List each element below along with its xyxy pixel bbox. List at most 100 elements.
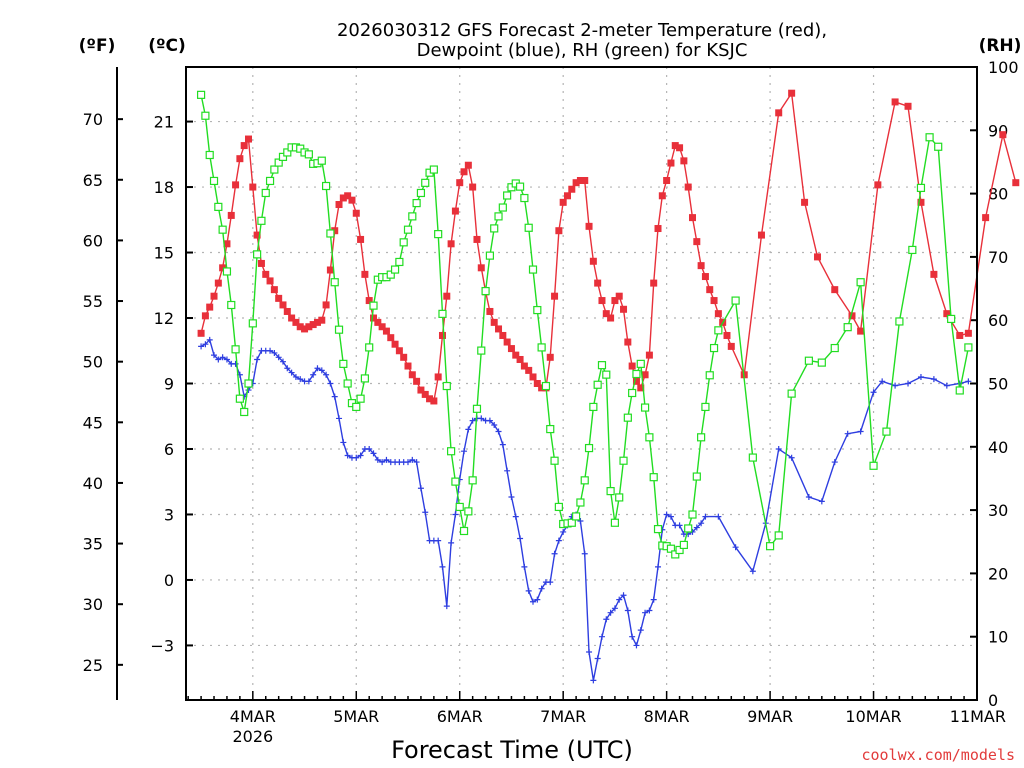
series-line xyxy=(200,91,1017,403)
temperature-marker xyxy=(611,297,619,305)
temperature-marker xyxy=(210,292,218,300)
dewpoint-marker xyxy=(611,605,618,612)
temperature-marker xyxy=(525,366,533,374)
rh-marker xyxy=(360,374,369,383)
dewpoint-marker xyxy=(340,439,347,446)
dewpoint-marker xyxy=(232,360,239,367)
dewpoint-marker xyxy=(448,539,455,546)
temperature-marker xyxy=(365,297,373,305)
temperature-marker xyxy=(357,235,365,243)
rh-marker xyxy=(485,251,494,260)
dewpoint-marker xyxy=(857,428,864,435)
temperature-marker xyxy=(831,286,839,294)
temperature-marker xyxy=(503,338,511,346)
temperature-marker xyxy=(305,323,313,331)
dewpoint-marker xyxy=(323,371,330,378)
temperature-marker xyxy=(663,177,671,185)
dewpoint-marker xyxy=(254,356,261,363)
rh-marker xyxy=(748,453,757,462)
temperature-marker xyxy=(848,312,856,320)
temperature-marker xyxy=(257,259,265,267)
temperature-marker xyxy=(469,183,477,191)
temperature-marker xyxy=(473,235,481,243)
rh-marker xyxy=(645,433,654,442)
dewpoint-marker xyxy=(305,378,312,385)
temperature-marker xyxy=(495,325,503,333)
temperature-marker xyxy=(628,362,636,370)
temperature-marker xyxy=(313,318,321,326)
rh-marker xyxy=(352,402,361,412)
rh-marker xyxy=(434,230,443,239)
dewpoint-marker xyxy=(512,513,519,520)
celsius-tick-label: 0 xyxy=(164,571,174,590)
rh-marker xyxy=(934,142,943,151)
temperature-marker xyxy=(684,183,692,191)
temperature-marker xyxy=(637,384,645,392)
rh-marker xyxy=(416,188,426,198)
rh-marker xyxy=(593,380,602,389)
temperature-marker xyxy=(301,325,309,333)
celsius-tick-label: 6 xyxy=(164,440,174,459)
dewpoint-marker xyxy=(422,509,429,516)
fahrenheit-axis: 25 30 35 40 45 50 55 60 65 70 xyxy=(83,67,123,700)
dewpoint-marker xyxy=(646,607,653,614)
rh-marker xyxy=(235,394,244,403)
dewpoint-marker xyxy=(586,648,593,655)
dewpoint-marker xyxy=(650,596,657,603)
temperature-marker xyxy=(814,253,822,261)
rh-marker xyxy=(477,346,486,355)
x-axis-label: Forecast Time (UTC) xyxy=(391,736,633,764)
rh-marker xyxy=(580,476,589,485)
temperature-marker xyxy=(632,377,640,385)
temperature-marker xyxy=(262,270,270,278)
rh-marker xyxy=(278,152,288,161)
temperature-marker xyxy=(413,377,421,385)
rh-marker xyxy=(632,369,641,379)
temperature-marker xyxy=(615,292,623,300)
series-rh xyxy=(196,90,973,559)
title-line-1: 2026030312 GFS Forecast 2-meter Temperat… xyxy=(337,20,827,41)
rh-marker xyxy=(671,550,680,559)
dewpoint-marker xyxy=(538,585,545,592)
celsius-axis: −3 0 3 6 9 12 15 18 21 xyxy=(150,113,193,655)
rh-marker xyxy=(714,326,723,335)
dewpoint-marker xyxy=(805,494,812,501)
dewpoint-marker xyxy=(642,609,649,616)
dewpoint-marker xyxy=(417,485,424,492)
dewpoint-marker xyxy=(435,537,442,544)
rh-marker xyxy=(343,379,352,388)
rh-marker xyxy=(196,90,206,99)
dewpoint-marker xyxy=(413,459,420,466)
rh-marker xyxy=(317,156,326,165)
temperature-marker xyxy=(874,181,882,189)
temperature-marker xyxy=(400,353,408,361)
rh-marker xyxy=(701,402,710,412)
temperature-marker xyxy=(624,338,632,346)
rh-marker xyxy=(447,447,456,456)
dewpoint-marker xyxy=(702,513,709,520)
rh-marker xyxy=(684,524,693,533)
celsius-tick-label: 12 xyxy=(154,309,174,328)
rh-marker xyxy=(253,250,262,259)
dewpoint-marker xyxy=(749,568,756,575)
dewpoint-marker xyxy=(452,511,459,518)
temperature-marker xyxy=(943,310,951,318)
temperature-marker xyxy=(370,314,378,322)
fahrenheit-tick-label: 50 xyxy=(83,353,103,372)
series-line xyxy=(200,338,969,681)
temperature-marker xyxy=(378,323,386,331)
fahrenheit-tick-label: 70 xyxy=(83,110,103,129)
fahrenheit-tick-label: 45 xyxy=(83,413,103,432)
time-tick-label: 5MAR xyxy=(333,707,379,726)
rh-marker xyxy=(429,165,438,174)
dewpoint-marker xyxy=(775,445,782,452)
temperature-marker xyxy=(232,181,240,189)
fahrenheit-tick-label: 35 xyxy=(83,535,103,554)
temperature-marker xyxy=(434,373,442,381)
temperature-marker xyxy=(490,318,498,326)
series-2-meter-temperature xyxy=(197,89,1020,405)
fahrenheit-tick-label: 30 xyxy=(83,595,103,614)
temperature-marker xyxy=(507,345,515,353)
dewpoint-marker xyxy=(267,347,274,354)
